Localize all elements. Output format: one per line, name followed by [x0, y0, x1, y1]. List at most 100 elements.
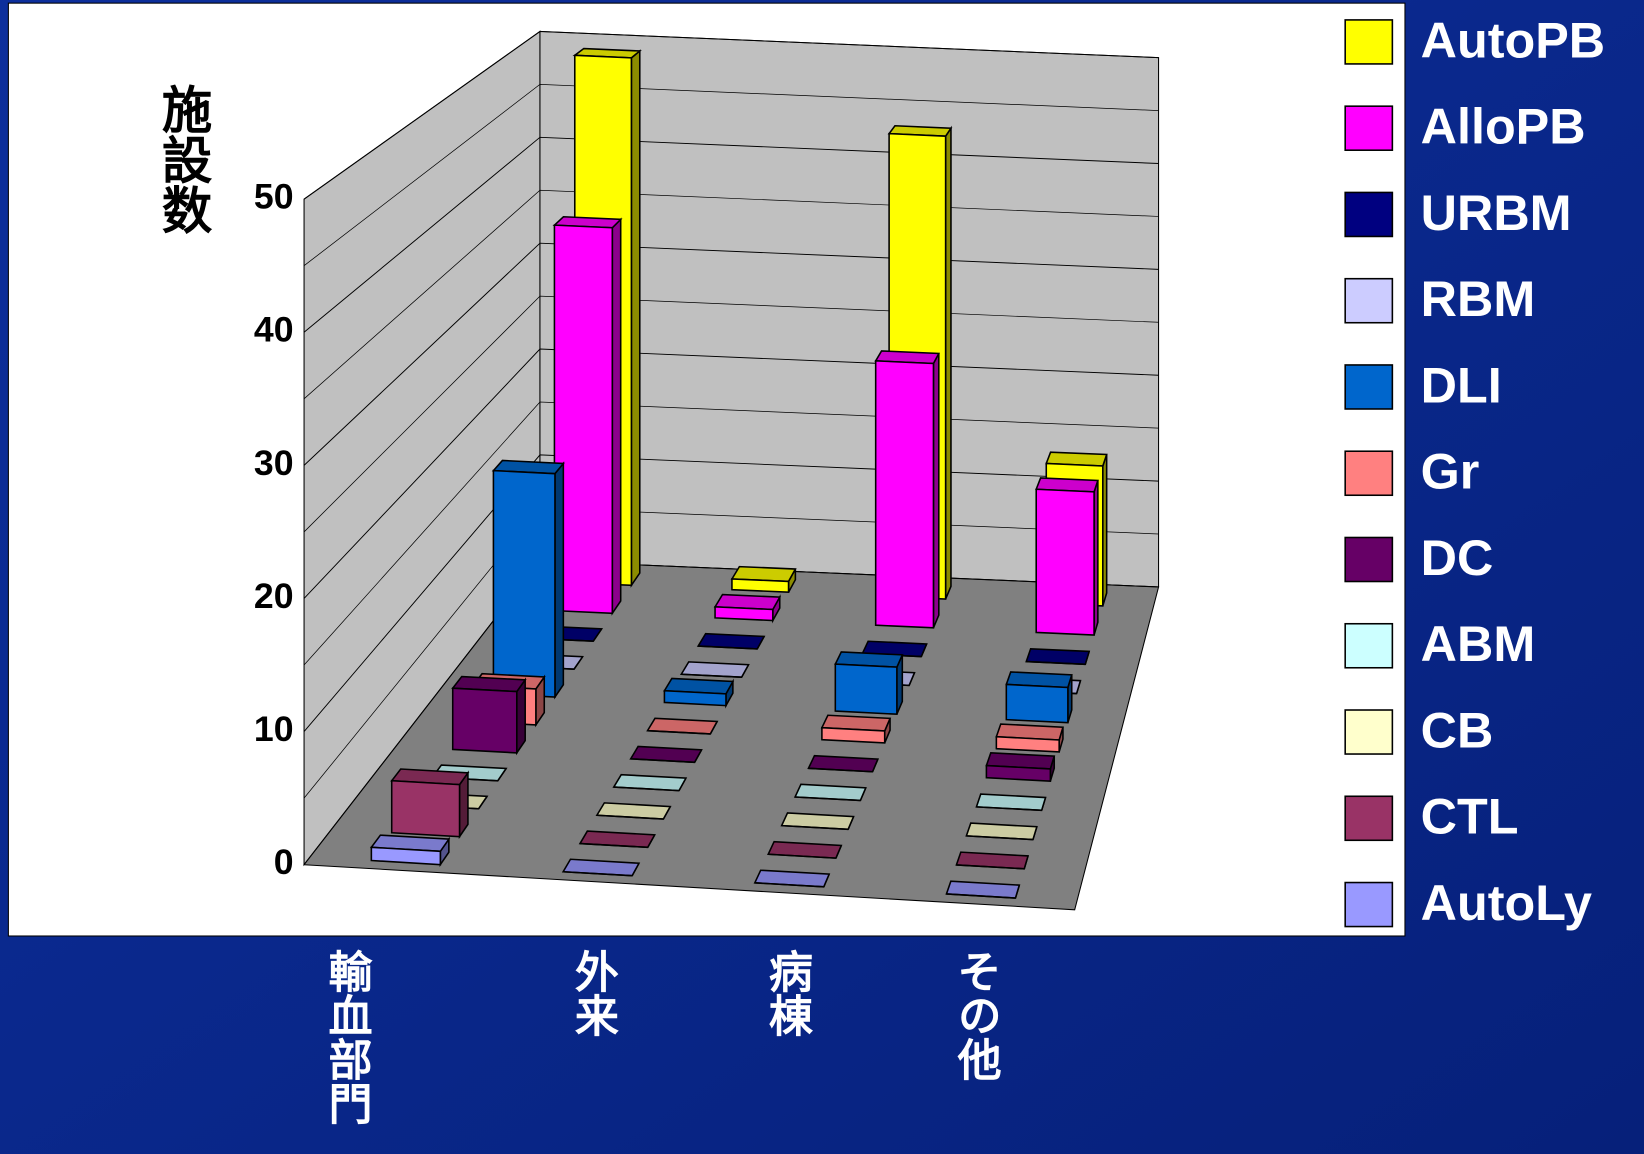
legend-swatch: [1344, 622, 1394, 669]
bar: [956, 864, 1025, 870]
bar-group: [995, 723, 1064, 753]
bar-group: [945, 880, 1021, 899]
legend-label: URBM: [1421, 184, 1572, 241]
bar: [976, 806, 1042, 812]
legend-label: CTL: [1421, 788, 1519, 845]
bar: [714, 606, 774, 622]
bar: [390, 779, 461, 838]
bar-group: [491, 459, 565, 700]
bar-group: [390, 768, 470, 840]
y-tick-label: 50: [254, 177, 294, 217]
legend-label: ABM: [1421, 615, 1536, 672]
bar-group: [793, 783, 867, 802]
bar: [821, 726, 886, 744]
bar-group: [663, 677, 735, 709]
y-tick-label: 20: [254, 576, 294, 616]
bar: [647, 729, 711, 735]
bar-group: [834, 651, 904, 716]
bar: [553, 224, 614, 615]
legend-label: RBM: [1421, 270, 1536, 327]
bar: [874, 360, 935, 629]
bar: [795, 796, 861, 802]
bar-side: [611, 217, 622, 616]
legend-label: AutoPB: [1421, 11, 1605, 68]
bar: [663, 689, 727, 707]
bar-group: [730, 565, 797, 594]
x-tick-label: 外来: [567, 948, 619, 1036]
bar-group: [955, 851, 1030, 870]
bar-group: [975, 793, 1047, 812]
bar-group: [753, 869, 831, 888]
legend-label: Gr: [1421, 443, 1480, 500]
bar-side: [944, 125, 952, 600]
legend-swatch: [1344, 536, 1394, 583]
bar-side: [630, 49, 641, 588]
legend-label: AlloPB: [1421, 98, 1586, 155]
bar-group: [780, 812, 855, 831]
bar: [596, 814, 664, 820]
bar-side: [932, 353, 940, 629]
bar: [1005, 683, 1069, 724]
bar: [370, 846, 442, 866]
bar-group: [874, 350, 941, 629]
bar: [451, 687, 518, 754]
bar-group: [561, 858, 641, 877]
bar-group: [1005, 671, 1073, 724]
legend-swatch: [1344, 19, 1394, 65]
y-axis-title: 施設数: [154, 84, 213, 235]
bar-group: [696, 632, 766, 650]
bar-group: [679, 661, 750, 679]
x-tick-label: 輸血部門: [320, 948, 371, 1124]
bar-group: [1035, 477, 1099, 636]
bar: [681, 673, 742, 678]
bar-group: [767, 840, 843, 859]
bar-group: [629, 745, 703, 764]
legend-swatch: [1344, 881, 1394, 928]
bar: [613, 786, 680, 792]
bar: [492, 469, 556, 698]
x-tick-label: 病棟: [761, 948, 813, 1036]
bar-group: [612, 773, 688, 792]
grid-line: [303, 454, 1159, 732]
grid-line: [303, 136, 1159, 333]
legend-swatch: [1344, 191, 1394, 238]
y-tick-label: 10: [254, 709, 294, 749]
bar: [698, 645, 758, 650]
legend-swatch: [1344, 277, 1394, 324]
legend-label: DC: [1421, 529, 1494, 586]
bar: [1026, 660, 1086, 666]
bar: [808, 767, 873, 773]
bar-group: [820, 714, 892, 744]
grid-line: [303, 348, 1159, 599]
minor-grid-line: [303, 401, 1159, 666]
minor-grid-line: [303, 84, 1159, 266]
y-tick-label: 0: [274, 842, 294, 882]
bar-group: [985, 752, 1056, 783]
bar: [768, 853, 836, 859]
bar-group: [713, 593, 782, 624]
plot: 0 10 20 30 40 50: [254, 30, 1160, 911]
bar: [754, 882, 824, 888]
bar-group: [451, 675, 527, 756]
bar-group: [578, 830, 656, 849]
bar: [946, 893, 1016, 899]
legend-swatch: [1344, 795, 1394, 842]
y-tick-label: 40: [254, 310, 294, 350]
bar-group: [1025, 647, 1091, 666]
bar-group: [807, 754, 880, 773]
legend-label: DLI: [1421, 356, 1502, 413]
bar: [995, 735, 1060, 753]
bar: [834, 663, 898, 716]
minor-grid-line: [303, 189, 1159, 400]
legend-swatch: [1344, 364, 1394, 410]
bar: [985, 764, 1052, 783]
bar-group: [646, 717, 719, 735]
grid-line: [303, 242, 1159, 466]
y-tick-label: 30: [254, 443, 294, 483]
legend-label: AutoLy: [1421, 874, 1592, 931]
bar: [579, 842, 648, 849]
bar-group: [965, 822, 1038, 841]
legend-label: CB: [1421, 701, 1494, 758]
